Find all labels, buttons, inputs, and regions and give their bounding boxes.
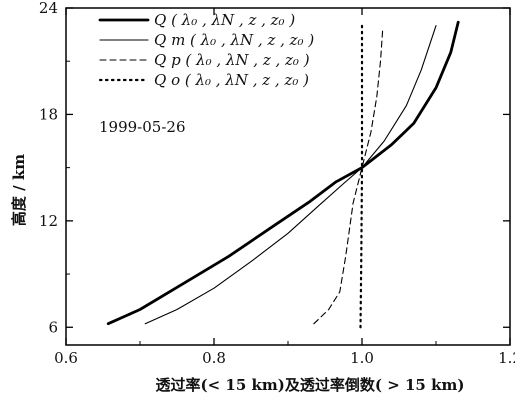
data-curves (106, 20, 460, 329)
series-line-4 (359, 21, 364, 329)
y-axis-label: 高度 / km (10, 154, 28, 226)
y-tick-label: 24 (39, 0, 58, 17)
legend-label-2: Q m ( λ₀ , λN , z , z₀ ) (154, 31, 314, 49)
plot-area: 0.6 0.8 1.0 1.2 6 12 18 24 (39, 0, 515, 367)
x-tick-label: 0.8 (202, 349, 226, 367)
date-annotation: 1999-05-26 (99, 118, 185, 136)
x-tick-label: 0.6 (54, 349, 78, 367)
legend-label-4: Q o ( λ₀ , λN , z , z₀ ) (154, 71, 309, 89)
y-tick-label: 18 (39, 105, 58, 123)
y-tick-label: 12 (39, 212, 58, 230)
series-line-1 (106, 20, 460, 326)
legend: Q ( λ₀ , λN , z , z₀ ) Q m ( λ₀ , λN , z … (98, 11, 314, 89)
legend-label-1: Q ( λ₀ , λN , z , z₀ ) (154, 11, 295, 29)
x-tick-label: 1.2 (498, 349, 515, 367)
x-tick-label: 1.0 (350, 349, 374, 367)
y-tick-label: 6 (48, 318, 58, 336)
x-axis-label: 透过率(< 15 km)及透过率倒数( > 15 km) (156, 376, 465, 394)
series-line-2 (144, 25, 437, 325)
series-line-3 (313, 28, 384, 325)
legend-label-3: Q p ( λ₀ , λN , z , z₀ ) (154, 51, 310, 69)
